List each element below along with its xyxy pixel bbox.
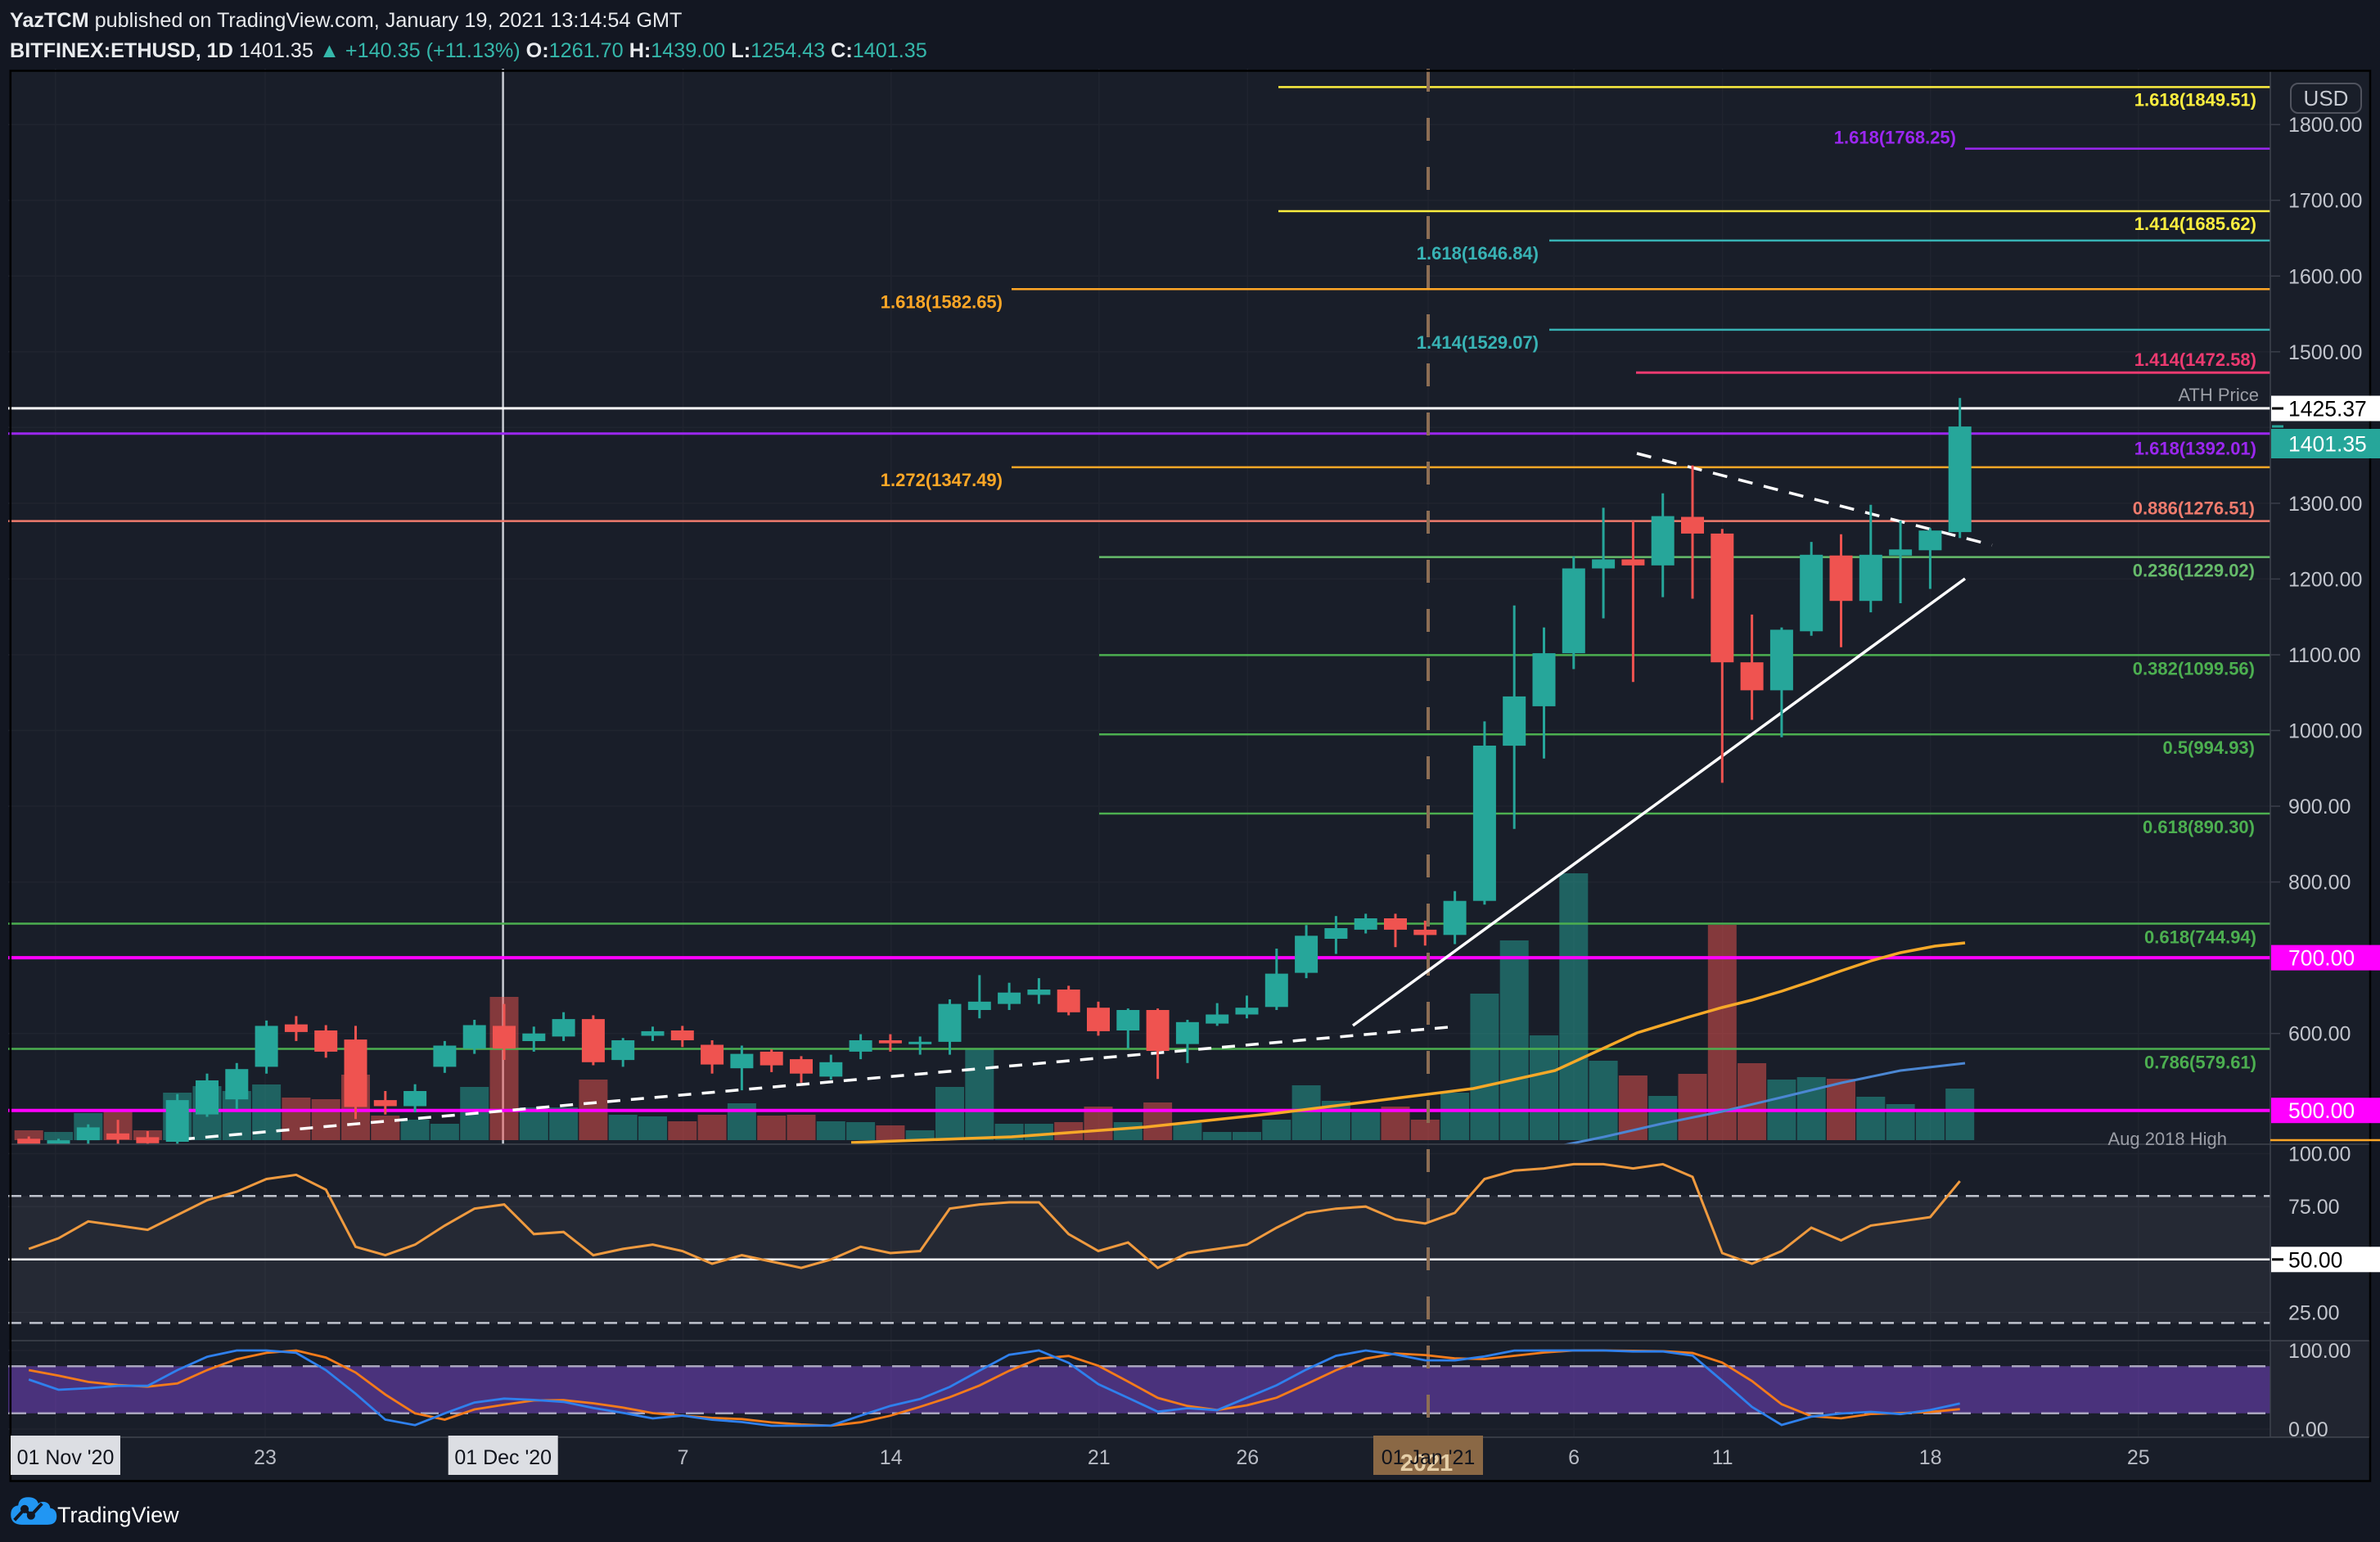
svg-text:1600.00: 1600.00 [2288,265,2362,288]
svg-text:18: 18 [1919,1446,1942,1469]
svg-text:6: 6 [1568,1446,1580,1469]
svg-text:1800.00: 1800.00 [2288,114,2362,137]
svg-text:500.00: 500.00 [2288,1098,2355,1123]
svg-text:0.618(890.30): 0.618(890.30) [2143,817,2255,837]
svg-text:100.00: 100.00 [2288,1340,2351,1363]
svg-text:TradingView: TradingView [57,1503,179,1527]
svg-text:1300.00: 1300.00 [2288,493,2362,516]
svg-text:14: 14 [880,1446,903,1469]
svg-text:11: 11 [1712,1446,1733,1469]
svg-text:1700.00: 1700.00 [2288,190,2362,213]
svg-text:Aug 2018 High: Aug 2018 High [2107,1129,2227,1149]
svg-text:1100.00: 1100.00 [2288,644,2361,667]
svg-text:1.618(1646.84): 1.618(1646.84) [1417,243,1539,264]
svg-text:1.618(1392.01): 1.618(1392.01) [2134,439,2256,459]
svg-text:0.00: 0.00 [2288,1418,2328,1441]
svg-text:1.414(1685.62): 1.414(1685.62) [2134,214,2256,234]
svg-text:0.886(1276.51): 0.886(1276.51) [2133,498,2255,519]
svg-text:2021: 2021 [1400,1450,1454,1477]
svg-text:7: 7 [678,1446,689,1469]
svg-text:0.5(994.93): 0.5(994.93) [2162,737,2255,758]
svg-text:23: 23 [254,1446,277,1469]
svg-text:1200.00: 1200.00 [2288,568,2362,591]
svg-text:BITFINEX:ETHUSD, 1D 1401.35 ▲: BITFINEX:ETHUSD, 1D 1401.35 ▲ +140.35 (+… [10,39,927,62]
svg-text:ATH Price: ATH Price [2178,385,2259,405]
svg-text:1.618(1768.25): 1.618(1768.25) [1834,128,1956,148]
svg-text:1000.00: 1000.00 [2288,720,2362,743]
svg-text:1.618(1582.65): 1.618(1582.65) [881,291,1003,312]
svg-text:900.00: 900.00 [2288,796,2351,818]
svg-text:1.272(1347.49): 1.272(1347.49) [881,470,1003,490]
svg-text:25: 25 [2127,1446,2150,1469]
svg-text:0.382(1099.56): 0.382(1099.56) [2133,658,2255,679]
svg-text:01 Jan '21: 01 Jan '21 [1382,1446,1476,1469]
svg-text:YazTCM published on TradingVie: YazTCM published on TradingView.com, Jan… [10,9,682,32]
svg-text:50.00: 50.00 [2288,1247,2342,1272]
svg-text:1500.00: 1500.00 [2288,341,2362,364]
svg-text:75.00: 75.00 [2288,1196,2340,1219]
svg-text:1.414(1529.07): 1.414(1529.07) [1417,332,1539,353]
svg-text:0.786(579.61): 0.786(579.61) [2144,1053,2256,1073]
svg-text:0.618(744.94): 0.618(744.94) [2144,927,2256,948]
svg-text:1401.35: 1401.35 [2288,432,2367,457]
svg-text:01 Dec '20: 01 Dec '20 [454,1446,552,1469]
svg-text:USD: USD [2304,86,2349,110]
svg-text:26: 26 [1236,1446,1259,1469]
svg-text:1.618(1849.51): 1.618(1849.51) [2134,89,2256,110]
svg-text:25.00: 25.00 [2288,1302,2340,1325]
svg-text:100.00: 100.00 [2288,1143,2351,1166]
svg-text:700.00: 700.00 [2288,946,2355,971]
svg-text:0.236(1229.02): 0.236(1229.02) [2133,561,2255,581]
svg-text:01 Nov '20: 01 Nov '20 [17,1446,115,1469]
svg-text:800.00: 800.00 [2288,872,2351,895]
svg-text:1425.37: 1425.37 [2288,397,2367,422]
svg-text:21: 21 [1088,1446,1111,1469]
svg-text:1.414(1472.58): 1.414(1472.58) [2134,349,2256,370]
svg-text:600.00: 600.00 [2288,1023,2351,1046]
